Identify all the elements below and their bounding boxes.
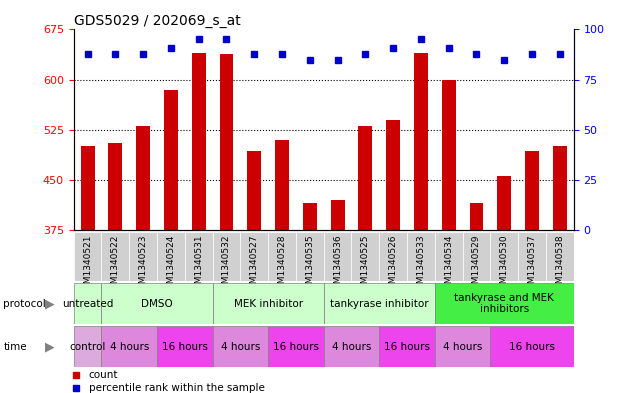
Text: GSM1340521: GSM1340521: [83, 234, 92, 295]
Bar: [546, 232, 574, 281]
Bar: [268, 326, 324, 367]
Text: 4 hours: 4 hours: [110, 342, 149, 352]
Bar: [386, 119, 400, 230]
Text: ▶: ▶: [45, 297, 54, 310]
Bar: [108, 143, 122, 230]
Text: DMSO: DMSO: [141, 299, 173, 309]
Text: GSM1340535: GSM1340535: [305, 234, 314, 295]
Text: GSM1340537: GSM1340537: [528, 234, 537, 295]
Bar: [351, 232, 379, 281]
Bar: [324, 283, 435, 324]
Text: 16 hours: 16 hours: [273, 342, 319, 352]
Text: 16 hours: 16 hours: [509, 342, 555, 352]
Text: GSM1340527: GSM1340527: [250, 234, 259, 295]
Text: 16 hours: 16 hours: [162, 342, 208, 352]
Bar: [525, 151, 539, 230]
Bar: [435, 232, 463, 281]
Bar: [469, 203, 483, 230]
Text: control: control: [69, 342, 106, 352]
Text: GSM1340523: GSM1340523: [138, 234, 147, 295]
Text: time: time: [3, 342, 27, 352]
Text: GSM1340529: GSM1340529: [472, 234, 481, 295]
Bar: [81, 146, 95, 230]
Text: GSM1340536: GSM1340536: [333, 234, 342, 295]
Bar: [358, 126, 372, 230]
Bar: [185, 232, 213, 281]
Text: GSM1340528: GSM1340528: [278, 234, 287, 295]
Bar: [101, 326, 157, 367]
Bar: [213, 283, 324, 324]
Bar: [192, 53, 206, 230]
Text: 4 hours: 4 hours: [443, 342, 482, 352]
Text: MEK inhibitor: MEK inhibitor: [233, 299, 303, 309]
Bar: [247, 151, 262, 230]
Bar: [331, 200, 345, 230]
Bar: [324, 232, 351, 281]
Bar: [463, 232, 490, 281]
Bar: [407, 232, 435, 281]
Text: GSM1340526: GSM1340526: [388, 234, 397, 295]
Text: GSM1340532: GSM1340532: [222, 234, 231, 295]
Text: GSM1340524: GSM1340524: [167, 234, 176, 295]
Bar: [101, 232, 129, 281]
Bar: [157, 326, 213, 367]
Bar: [379, 326, 435, 367]
Text: GSM1340522: GSM1340522: [111, 234, 120, 295]
Text: GSM1340530: GSM1340530: [500, 234, 509, 295]
Text: GSM1340525: GSM1340525: [361, 234, 370, 295]
Text: 4 hours: 4 hours: [332, 342, 371, 352]
Bar: [490, 326, 574, 367]
Bar: [240, 232, 268, 281]
Text: tankyrase inhibitor: tankyrase inhibitor: [330, 299, 429, 309]
Bar: [324, 326, 379, 367]
Bar: [296, 232, 324, 281]
Text: count: count: [88, 370, 118, 380]
Bar: [129, 232, 157, 281]
Text: tankyrase and MEK
inhibitors: tankyrase and MEK inhibitors: [454, 293, 554, 314]
Text: GSM1340531: GSM1340531: [194, 234, 203, 295]
Bar: [303, 203, 317, 230]
Bar: [74, 283, 101, 324]
Bar: [164, 90, 178, 230]
Bar: [490, 232, 518, 281]
Bar: [213, 326, 268, 367]
Text: 4 hours: 4 hours: [221, 342, 260, 352]
Bar: [213, 232, 240, 281]
Bar: [268, 232, 296, 281]
Text: percentile rank within the sample: percentile rank within the sample: [88, 383, 265, 393]
Bar: [157, 232, 185, 281]
Bar: [379, 232, 407, 281]
Bar: [101, 283, 213, 324]
Bar: [74, 232, 101, 281]
Bar: [435, 283, 574, 324]
Bar: [497, 176, 512, 230]
Text: GSM1340534: GSM1340534: [444, 234, 453, 295]
Text: untreated: untreated: [62, 299, 113, 309]
Text: 16 hours: 16 hours: [384, 342, 430, 352]
Text: ▶: ▶: [45, 340, 54, 353]
Bar: [442, 79, 456, 230]
Bar: [275, 140, 289, 230]
Text: GSM1340533: GSM1340533: [417, 234, 426, 295]
Text: protocol: protocol: [3, 299, 46, 309]
Bar: [219, 54, 233, 230]
Bar: [518, 232, 546, 281]
Bar: [414, 53, 428, 230]
Text: GDS5029 / 202069_s_at: GDS5029 / 202069_s_at: [74, 15, 240, 28]
Text: GSM1340538: GSM1340538: [555, 234, 564, 295]
Bar: [137, 126, 150, 230]
Bar: [553, 146, 567, 230]
Bar: [74, 326, 101, 367]
Bar: [435, 326, 490, 367]
